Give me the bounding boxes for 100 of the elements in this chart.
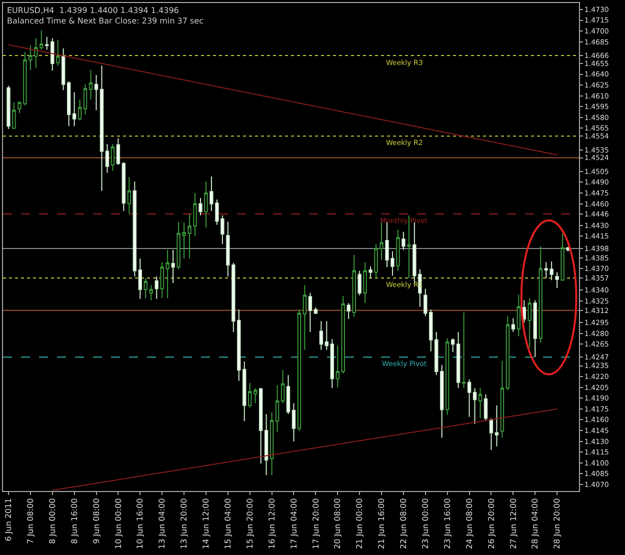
candlestick [478,388,482,419]
candlestick [132,181,136,278]
x-tick-label: 17 Jun 04:00 [289,498,298,550]
candlestick [198,198,202,216]
x-tick-label: 28 Jun 20:00 [552,498,562,550]
x-tick-label: 27 Jun 12:00 [508,498,518,550]
candlestick [264,413,268,476]
x-tick-label: 8 Jun 16:00 [70,498,79,544]
x-tick-label: 22 Jun 08:00 [399,498,408,550]
candlestick [270,412,274,476]
candlestick [94,74,98,111]
candlestick [62,48,66,91]
candlestick [500,360,504,438]
candlestick [204,181,208,228]
x-tick-label: 15 Jun 04:00 [224,498,233,550]
x-tick-label: 28 Jun 04:00 [530,498,540,550]
candlestick [50,38,54,72]
candlestick [346,302,350,320]
candlestick [538,246,542,344]
candlestick [297,309,302,432]
x-tick-label: 21 Jun 00:00 [355,498,364,550]
candlestick [446,338,450,416]
candlestick [78,98,82,121]
x-tick-label: 13 Jun 20:00 [180,498,189,550]
candlestick [456,331,460,389]
candlestick [149,284,153,301]
candlestick [6,85,10,130]
x-tick-label: 17 Jun 20:00 [311,498,320,550]
candlestick [424,288,428,317]
x-tick-label: 23 Jun 00:00 [421,498,430,550]
candlestick [254,388,258,404]
candlestick [275,384,280,432]
candlestick [324,320,328,350]
candlestick [292,402,296,442]
candlestick [138,258,142,300]
candlestick [56,39,60,66]
x-tick-label: 8 Jun 00:00 [48,498,57,544]
candlestick [308,292,312,332]
x-tick-label: 15 Jun 20:00 [245,498,254,550]
candlestick [396,229,400,272]
candlestick [88,69,93,100]
candlestick [341,295,345,374]
x-tick-label: 9 Jun 08:00 [92,498,101,544]
candlestick [127,176,132,214]
x-tick-label: 10 Jun 00:00 [114,498,123,550]
candlestick [12,102,16,130]
candlestick [467,378,472,418]
x-tick-label: 23 Jun 16:00 [442,498,452,550]
candlestick [494,404,499,447]
candlestick [336,345,340,388]
candlestick [280,370,285,404]
x-tick-label: 20 Jun 08:00 [333,498,342,550]
candlestick [440,364,444,438]
candlestick [506,316,510,391]
candlestick [248,382,252,408]
candlestick [314,306,318,314]
candlestick [358,270,362,296]
candlestick [489,418,494,450]
candlestick [533,300,537,358]
candlestick [154,276,158,300]
candlestick [45,36,49,50]
candlestick [528,298,532,348]
candlestick [72,92,76,127]
x-tick-label: 14 Jun 12:00 [202,498,211,550]
candlestick [319,320,324,350]
candlestick [402,231,406,250]
x-tick-label: 26 Jun 20:00 [486,498,496,550]
x-tick-label: 16 Jun 12:00 [267,498,276,550]
candlestick [144,277,148,299]
x-tick-label: 13 Jun 04:00 [158,498,167,550]
text: Balanced Time & Next Bar Close: 239 min 37 sec [7,16,204,26]
candlestick [286,374,290,414]
candlestick [516,294,520,337]
candlestick [407,214,411,278]
x-tick-label: 7 Jun 08:00 [26,498,36,544]
candlestick [472,388,477,425]
candlestick [330,338,334,389]
candlestick [242,360,246,422]
candlestick [450,338,455,353]
candlestick [122,162,126,212]
candlestick [368,266,372,278]
candlestick [429,309,433,352]
x-tick-label: 10 Jun 16:00 [136,498,145,550]
x-tick-label: 24 Jun 08:00 [464,498,474,550]
x-tick-label: 6 Jun 2011 [4,498,14,542]
candlestick [110,144,115,172]
candlestick [560,232,564,282]
candlestick [352,254,356,318]
candlestick [555,272,559,289]
candlestick [484,394,488,422]
candlestick [302,284,307,350]
candlestick [171,249,175,284]
candlestick [511,318,516,332]
candlestick [462,312,466,389]
candlestick [258,388,263,464]
x-tick-label: 21 Jun 16:00 [377,498,386,550]
candlestick [105,144,110,174]
candlestick [363,262,367,304]
candlestick [66,80,71,127]
candlestick [83,84,88,116]
